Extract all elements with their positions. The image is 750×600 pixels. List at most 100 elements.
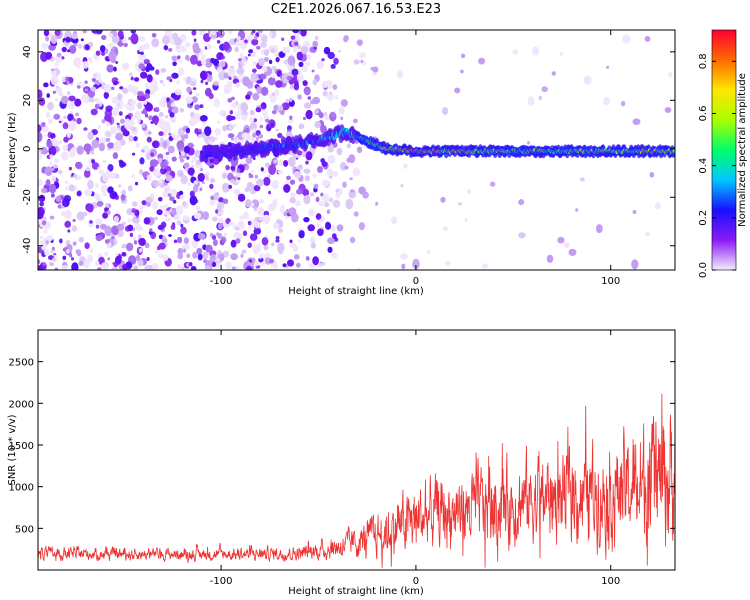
speckle-dot — [306, 54, 312, 60]
y-tick-label: 1000 — [9, 483, 34, 494]
speckle-dot — [206, 74, 211, 79]
x-tick-label: 0 — [413, 276, 419, 287]
speckle-dot — [95, 30, 103, 35]
speckle-dot — [312, 173, 317, 178]
speckle-dot — [138, 169, 144, 175]
speckle-dot — [204, 87, 212, 97]
speckle-dot — [169, 196, 175, 201]
speckle-dot — [78, 260, 84, 266]
speckle-dot — [240, 253, 244, 258]
speckle-dot — [198, 128, 202, 133]
speckle-dot — [64, 220, 71, 228]
speckle-dot — [304, 102, 311, 109]
speckle-dot — [340, 99, 348, 107]
speckle-dot — [101, 51, 105, 56]
speckle-dot — [268, 164, 277, 176]
speckle-dot — [287, 259, 294, 267]
speckle-dot — [240, 161, 245, 165]
speckle-dot — [108, 42, 114, 48]
speckle-dot — [71, 262, 79, 270]
speckle-dot — [127, 224, 134, 232]
speckle-dot — [330, 64, 336, 69]
speckle-dot — [277, 169, 283, 175]
speckle-dot — [454, 87, 461, 94]
speckle-dot — [236, 168, 241, 174]
speckle-dot — [286, 75, 293, 81]
speckle-dot — [218, 217, 224, 224]
speckle-dot — [170, 102, 176, 107]
speckle-dot — [300, 46, 309, 54]
speckle-dot — [285, 208, 290, 213]
speckle-dot — [51, 176, 57, 182]
speckle-dot — [148, 115, 153, 121]
speckle-dot — [274, 89, 280, 96]
speckle-dot — [105, 202, 110, 209]
speckle-dot — [40, 187, 48, 194]
speckle-dot — [191, 165, 194, 168]
speckle-dot — [338, 50, 341, 53]
speckle-dot — [248, 226, 252, 230]
speckle-dot — [121, 62, 130, 70]
speckle-dot — [129, 232, 133, 237]
speckle-dot — [349, 177, 353, 181]
speckle-dot — [117, 93, 123, 101]
speckle-dot — [188, 262, 193, 267]
speckle-dot — [293, 83, 300, 91]
speckle-dot — [199, 187, 203, 191]
ridge-core — [220, 153, 224, 159]
speckle-dot — [237, 177, 241, 180]
speckle-dot — [182, 201, 187, 207]
speckle-dot — [186, 86, 192, 93]
speckle-dot — [85, 44, 90, 51]
speckle-dot — [156, 209, 163, 216]
speckle-dot — [210, 57, 216, 64]
speckle-dot — [273, 50, 280, 57]
figure-title: C2E1.2026.067.16.53.E23 — [271, 2, 441, 17]
speckle-dot — [177, 67, 185, 76]
speckle-dot — [304, 61, 311, 67]
speckle-dot — [177, 248, 184, 255]
speckle-dot — [234, 136, 239, 143]
speckle-dot — [322, 90, 328, 97]
speckle-dot — [258, 254, 263, 259]
speckle-dot — [328, 173, 332, 177]
speckle-dot — [159, 79, 164, 84]
speckle-dot — [185, 54, 190, 61]
speckle-dot — [204, 265, 211, 270]
speckle-dot — [184, 167, 189, 171]
speckle-dot — [242, 230, 248, 237]
snr-ticks: -100 0 100 500 1000 1500 2000 2500 — [9, 330, 675, 587]
speckle-dot — [193, 180, 198, 185]
speckle-dot — [50, 35, 58, 44]
speckle-dot — [62, 44, 66, 47]
speckle-dot — [358, 222, 365, 231]
speckle-dot — [61, 264, 68, 270]
speckle-dot — [54, 267, 58, 270]
speckle-dot — [145, 196, 154, 204]
speckle-dot — [321, 80, 329, 89]
speckle-dot — [246, 265, 252, 270]
speckle-dot — [68, 101, 75, 110]
speckle-dot — [314, 35, 319, 41]
speckle-dot — [213, 98, 220, 108]
speckle-dot — [183, 162, 190, 169]
speckle-dot — [44, 166, 53, 177]
spectrogram-ridge — [199, 124, 675, 164]
speckle-dot — [190, 266, 197, 270]
speckle-dot — [67, 229, 71, 233]
speckle-dot — [87, 89, 96, 98]
speckle-dot — [76, 250, 82, 257]
spectrogram-xlabel: Height of straight line (km) — [288, 286, 424, 297]
speckle-dot — [557, 236, 565, 244]
speckle-dot — [98, 137, 107, 145]
speckle-dot — [128, 135, 134, 142]
speckle-dot — [244, 124, 249, 129]
speckle-dot — [158, 234, 163, 239]
speckle-dot — [115, 132, 123, 141]
speckle-dot — [215, 209, 219, 214]
y-tick-label: 1500 — [9, 441, 34, 452]
speckle-dot — [298, 123, 305, 130]
speckle-dot — [327, 246, 333, 253]
speckle-dot — [225, 261, 232, 270]
